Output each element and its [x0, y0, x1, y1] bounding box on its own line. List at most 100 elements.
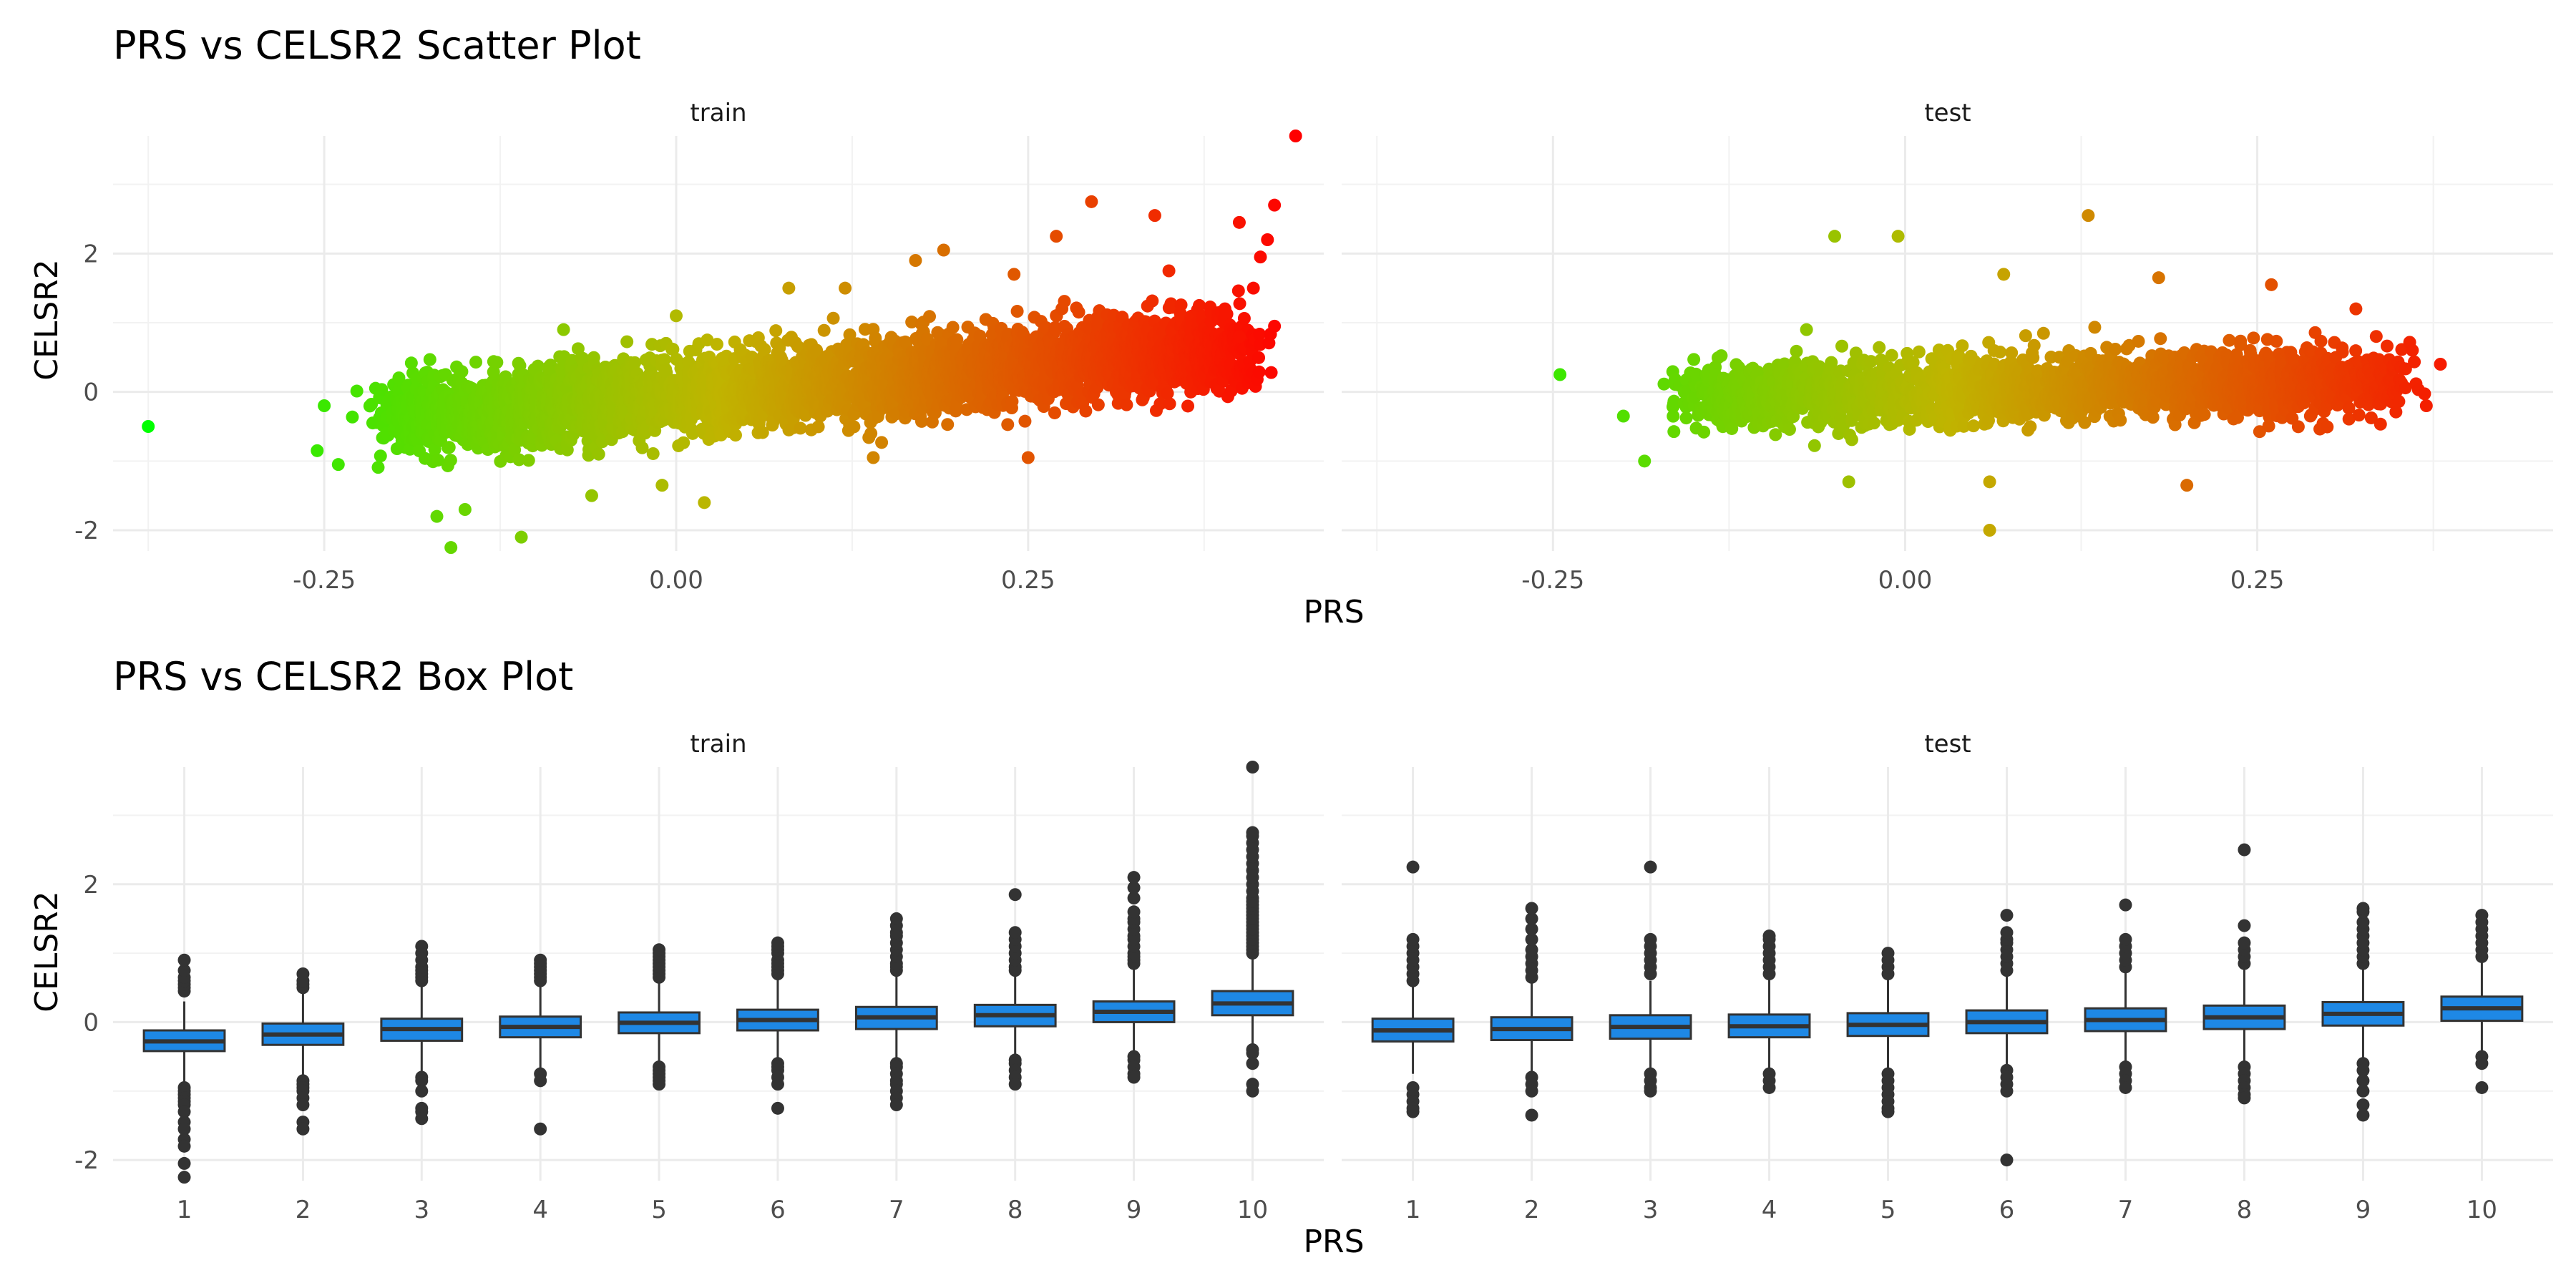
scatter-point — [1867, 416, 1880, 430]
scatter-point — [1261, 233, 1274, 246]
scatter-point — [522, 454, 535, 467]
scatter-point — [1687, 353, 1701, 366]
scatter-point — [909, 254, 922, 267]
scatter-point — [1237, 311, 1251, 325]
scatter-point — [375, 383, 389, 396]
x-tick-label: -0.25 — [1521, 566, 1584, 595]
scatter-point — [444, 541, 458, 555]
scatter-point — [1050, 230, 1063, 243]
scatter-point — [531, 359, 545, 373]
scatter-point — [782, 281, 796, 295]
scatter-point — [1174, 298, 1188, 312]
scatter-point — [1714, 349, 1728, 363]
scatter-point — [1873, 341, 1886, 354]
x-tick-label: 0.00 — [649, 566, 703, 595]
scatter-point — [1233, 297, 1246, 311]
scatter-point — [758, 343, 771, 356]
scatter-point — [431, 454, 445, 467]
scatter-point — [1231, 284, 1245, 298]
scatter-point — [1268, 198, 1282, 212]
scatter-point — [1679, 411, 1693, 425]
scatter-point — [875, 436, 889, 449]
scatter-point — [1845, 433, 1858, 447]
scatter-point — [628, 356, 642, 369]
scatter-point — [1085, 195, 1098, 208]
scatter-point — [1697, 425, 1711, 439]
scatter-point — [1232, 215, 1246, 229]
scatter-point — [1120, 398, 1133, 411]
scatter-point — [1021, 451, 1035, 464]
scatter-point — [710, 338, 723, 351]
scatter-point — [1005, 394, 1019, 408]
scatter-point — [620, 335, 634, 348]
scatter-point — [923, 310, 937, 323]
scatter-point — [1782, 423, 1796, 436]
scatter-point — [1807, 439, 1821, 452]
scatter-point — [1657, 377, 1671, 391]
scatter-point — [937, 243, 950, 257]
scatter-point — [371, 461, 385, 474]
scatter-point — [430, 509, 444, 523]
scatter-plot-title: PRS vs CELSR2 Scatter Plot — [113, 23, 641, 68]
scatter-point — [1163, 397, 1176, 411]
scatter-point — [847, 420, 861, 434]
scatter-point — [839, 281, 852, 295]
scatter-point — [514, 530, 528, 544]
scatter-point — [698, 496, 711, 509]
y-tick-label: 2 — [83, 240, 99, 268]
scatter-point — [442, 441, 456, 454]
scatter-point — [331, 458, 345, 472]
scatter-point — [423, 353, 436, 366]
x-tick-label: 0.25 — [2230, 566, 2285, 595]
scatter-point — [669, 309, 683, 323]
scatter-point — [455, 365, 469, 379]
scatter-point — [1885, 348, 1898, 362]
x-tick-label: 0.00 — [1878, 566, 1933, 595]
scatter-point — [769, 324, 783, 338]
x-tick-label: -0.25 — [293, 566, 356, 595]
scatter-point — [1148, 209, 1161, 223]
scatter-point — [458, 503, 472, 516]
scatter-point — [512, 453, 526, 467]
scatter-point — [350, 384, 364, 398]
scatter-point — [557, 323, 570, 336]
scatter-point — [1001, 418, 1015, 431]
scatter-point — [646, 447, 660, 460]
scatter-point — [941, 418, 955, 431]
y-tick-label: 0 — [83, 379, 99, 407]
scatter-point — [1181, 399, 1195, 413]
scatter-point — [1912, 345, 1926, 358]
scatter-point — [635, 441, 649, 454]
scatter-point — [728, 429, 742, 442]
scatter-point — [864, 426, 878, 440]
scatter-point — [585, 489, 598, 502]
scatter-point — [404, 356, 418, 370]
scatter-point — [1058, 295, 1071, 308]
scatter-point — [311, 444, 324, 457]
scatter-point — [1010, 305, 1024, 318]
scatter-point — [1254, 250, 1267, 264]
scatter-point — [1289, 130, 1302, 142]
scatter-point — [1835, 339, 1849, 353]
scatter-point — [490, 356, 504, 369]
scatter-point — [142, 420, 155, 433]
scatter-point — [1790, 344, 1803, 358]
scatter-point — [1264, 366, 1278, 379]
scatter-point — [1252, 365, 1266, 379]
scatter-point — [1091, 398, 1105, 411]
scatter-point — [811, 420, 825, 434]
scatter-point — [444, 454, 457, 467]
scatter-point — [1146, 294, 1159, 308]
scatter-point — [826, 311, 840, 325]
scatter-strip-train: train — [690, 99, 746, 127]
scatter-point — [1268, 319, 1282, 333]
scatter-point — [1072, 306, 1085, 319]
scatter-point — [655, 479, 669, 492]
scatter-point — [1220, 307, 1234, 321]
scatter-panel-train: -0.25 0.00 0.25-202 — [74, 130, 1324, 595]
scatter-point — [794, 421, 807, 435]
scatter-point — [1246, 281, 1260, 295]
scatter-point — [1252, 351, 1266, 364]
scatter-strip-test: test — [1924, 99, 1971, 127]
